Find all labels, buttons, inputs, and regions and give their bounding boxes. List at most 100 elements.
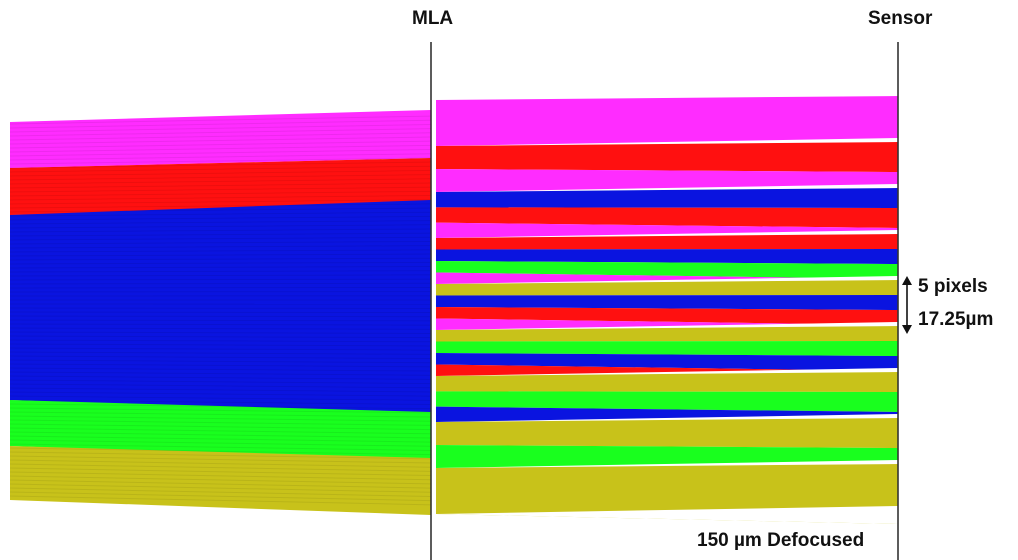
ray-line — [9, 169, 432, 177]
ray-line — [9, 475, 432, 485]
cone-3-band-blue — [436, 249, 898, 264]
ray-line — [9, 132, 432, 141]
cone-2-band-red — [436, 207, 898, 228]
ray-line — [9, 363, 432, 368]
ray-line — [9, 249, 432, 253]
cone-2-band-blue — [436, 188, 898, 208]
ray-line — [9, 319, 432, 322]
ray-line — [9, 149, 432, 157]
ray-line — [9, 220, 432, 225]
ray-line — [9, 270, 432, 273]
ray-line — [9, 257, 432, 261]
ray-line — [9, 487, 432, 497]
ray-line — [9, 403, 432, 410]
ray-line — [9, 140, 432, 149]
ray-line — [9, 182, 432, 189]
ray-line — [9, 359, 432, 364]
mla-label: MLA — [412, 8, 454, 29]
ray-line — [9, 371, 432, 376]
ray-line — [9, 224, 432, 229]
cone-1-band-red — [436, 142, 898, 172]
ray-line — [9, 443, 432, 451]
ray-line — [9, 144, 432, 153]
cone-5-band-yellow — [436, 326, 898, 342]
cone-4-band-blue — [436, 295, 898, 310]
ray-line — [9, 335, 432, 339]
ray-line — [9, 463, 432, 472]
ray-line — [9, 174, 432, 181]
ray-line — [9, 431, 432, 439]
ray-line — [9, 228, 432, 233]
ray-line — [9, 165, 432, 173]
ray-line — [9, 435, 432, 443]
ray-line — [9, 447, 432, 456]
ray-line — [9, 375, 432, 380]
cone-3-band-green — [436, 261, 898, 279]
ray-line — [9, 471, 432, 481]
cone-7-band-yellow — [436, 418, 898, 448]
cone-5-band-green — [436, 341, 898, 356]
ray-line — [9, 351, 432, 355]
ray-line — [9, 195, 432, 201]
ray-line — [9, 395, 432, 401]
ray-line — [9, 178, 432, 185]
defocus-label: 150 µm Defocused — [697, 530, 865, 551]
ray-line — [9, 245, 432, 249]
ray-line — [9, 153, 432, 161]
cone-3-band-red — [436, 234, 898, 250]
cone-6-band-green — [436, 391, 898, 412]
ray-line — [9, 215, 432, 221]
ray-line — [9, 278, 432, 281]
cone-6-band-yellow — [436, 372, 898, 392]
incoming-beam-bands — [9, 110, 432, 515]
ray-line — [9, 407, 432, 414]
ray-line — [9, 415, 432, 422]
ray-line — [9, 427, 432, 435]
pixel-pitch-label: 17.25µm — [918, 309, 994, 330]
ray-line — [9, 439, 432, 447]
ray-line — [9, 123, 432, 133]
ray-line — [9, 203, 432, 209]
ray-line — [9, 483, 432, 493]
ray-line — [9, 282, 432, 285]
ray-line — [9, 207, 432, 213]
ray-line — [9, 274, 432, 277]
ray-line — [9, 315, 432, 318]
ray-line — [9, 339, 432, 343]
ray-line — [9, 327, 432, 330]
ray-line — [9, 331, 432, 334]
ray-line — [9, 136, 432, 145]
ray-line — [9, 479, 432, 489]
ray-line — [9, 379, 432, 385]
ray-line — [9, 286, 432, 289]
ray-line — [9, 383, 432, 389]
ray-line — [9, 190, 432, 197]
ray-line — [9, 119, 432, 129]
ray-line — [9, 391, 432, 397]
ray-line — [9, 419, 432, 426]
ray-line — [9, 115, 432, 125]
ray-line — [9, 343, 432, 347]
ray-line — [9, 423, 432, 431]
beam-band-red — [10, 158, 431, 215]
ray-line — [9, 455, 432, 464]
pixel-span-arrow — [902, 276, 912, 334]
cone-gap-8 — [436, 506, 898, 524]
beam-band-blue — [10, 200, 431, 417]
ray-line — [9, 157, 432, 165]
ray-line — [9, 232, 432, 237]
ray-line — [9, 186, 432, 193]
ray-line — [9, 236, 432, 241]
ray-line — [9, 411, 432, 418]
ray-line — [9, 495, 432, 506]
ray-line — [9, 211, 432, 217]
ray-line — [9, 367, 432, 372]
ray-line — [9, 467, 432, 477]
cone-5-band-blue — [436, 353, 898, 371]
ray-line — [9, 323, 432, 326]
ray-line — [9, 491, 432, 502]
ray-line — [9, 387, 432, 393]
ray-line — [9, 199, 432, 205]
ray-line — [9, 128, 432, 137]
